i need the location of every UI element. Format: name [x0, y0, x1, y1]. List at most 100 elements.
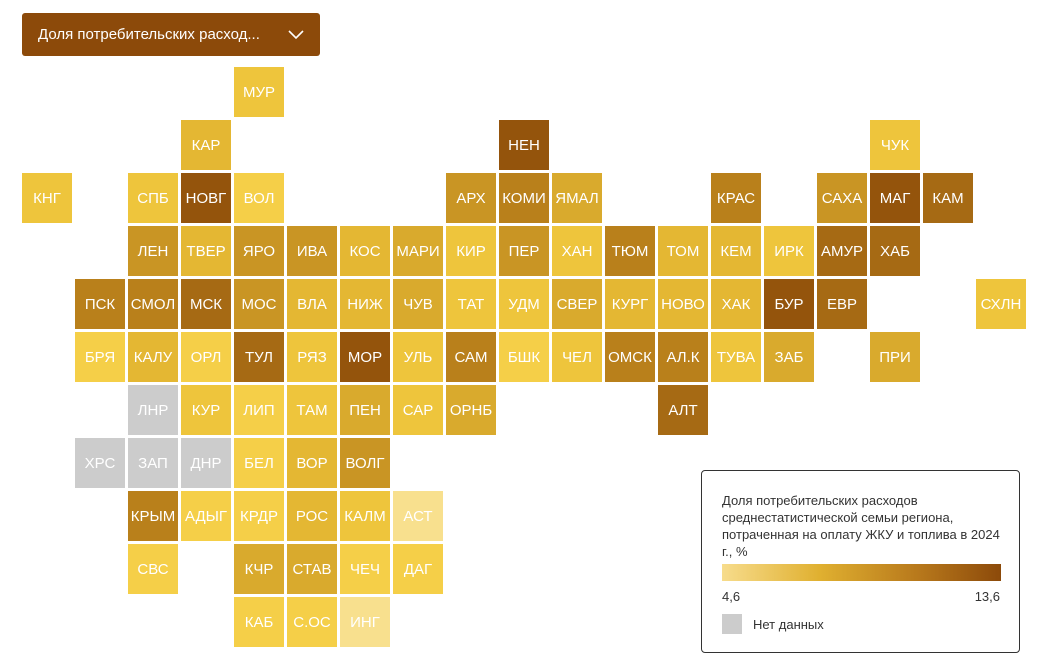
region-tile[interactable]: ВЛА [287, 279, 337, 329]
region-tile[interactable]: КИР [446, 226, 496, 276]
region-tile[interactable]: ПСК [75, 279, 125, 329]
region-tile[interactable]: КЕМ [711, 226, 761, 276]
region-tile[interactable]: ОРЛ [181, 332, 231, 382]
region-tile[interactable]: АЛТ [658, 385, 708, 435]
region-tile[interactable]: ЧЕЧ [340, 544, 390, 594]
legend: Доля потребительских расходов среднестат… [701, 470, 1020, 653]
region-tile[interactable]: УДМ [499, 279, 549, 329]
region-tile[interactable]: ЧЕЛ [552, 332, 602, 382]
region-tile[interactable]: АМУР [817, 226, 867, 276]
indicator-select[interactable]: Доля потребительских расход... [22, 13, 320, 56]
legend-title: Доля потребительских расходов среднестат… [722, 493, 1000, 559]
region-tile[interactable]: С.ОС [287, 597, 337, 647]
region-tile[interactable]: ВОР [287, 438, 337, 488]
region-tile[interactable]: УЛЬ [393, 332, 443, 382]
region-tile[interactable]: ЯРО [234, 226, 284, 276]
region-tile[interactable]: СВЕР [552, 279, 602, 329]
region-tile[interactable]: МАГ [870, 173, 920, 223]
region-tile[interactable]: РЯЗ [287, 332, 337, 382]
region-tile[interactable]: КАМ [923, 173, 973, 223]
region-tile[interactable]: КНГ [22, 173, 72, 223]
region-tile[interactable]: ПЕН [340, 385, 390, 435]
region-tile[interactable]: ЗАБ [764, 332, 814, 382]
region-tile[interactable]: БУР [764, 279, 814, 329]
region-tile[interactable]: САХА [817, 173, 867, 223]
region-tile[interactable]: ХАН [552, 226, 602, 276]
region-tile[interactable]: ДНР [181, 438, 231, 488]
region-tile[interactable]: ИВА [287, 226, 337, 276]
region-tile[interactable]: КУРГ [605, 279, 655, 329]
region-tile[interactable]: ПЕР [499, 226, 549, 276]
region-tile[interactable]: ТАМ [287, 385, 337, 435]
region-tile[interactable]: КРАС [711, 173, 761, 223]
region-tile[interactable]: ЛЕН [128, 226, 178, 276]
region-tile[interactable]: МАРИ [393, 226, 443, 276]
region-tile[interactable]: ЧУВ [393, 279, 443, 329]
legend-max-value: 13,6 [974, 589, 1000, 604]
region-tile[interactable]: ТВЕР [181, 226, 231, 276]
region-tile[interactable]: БРЯ [75, 332, 125, 382]
region-tile[interactable]: МОР [340, 332, 390, 382]
region-tile[interactable]: КОС [340, 226, 390, 276]
region-tile[interactable]: СВС [128, 544, 178, 594]
region-tile[interactable]: СПБ [128, 173, 178, 223]
region-tile[interactable]: ВОЛ [234, 173, 284, 223]
region-tile[interactable]: ОМСК [605, 332, 655, 382]
region-tile[interactable]: КРДР [234, 491, 284, 541]
region-tile[interactable]: ТОМ [658, 226, 708, 276]
region-tile[interactable]: АЛ.К [658, 332, 708, 382]
region-tile[interactable]: ТУЛ [234, 332, 284, 382]
region-tile[interactable]: КАР [181, 120, 231, 170]
indicator-select-label: Доля потребительских расход... [38, 26, 260, 43]
region-tile[interactable]: АСТ [393, 491, 443, 541]
region-tile[interactable]: КОМИ [499, 173, 549, 223]
region-tile[interactable]: БШК [499, 332, 549, 382]
chevron-down-icon [288, 27, 304, 43]
region-tile[interactable]: ДАГ [393, 544, 443, 594]
region-tile[interactable]: ОРНБ [446, 385, 496, 435]
region-tile[interactable]: НЕН [499, 120, 549, 170]
region-tile[interactable]: ТУВА [711, 332, 761, 382]
no-data-label: Нет данных [753, 617, 824, 632]
region-tile[interactable]: ИНГ [340, 597, 390, 647]
region-tile[interactable]: ХАБ [870, 226, 920, 276]
region-tile[interactable]: ТАТ [446, 279, 496, 329]
region-tile[interactable]: КЧР [234, 544, 284, 594]
region-tile[interactable]: ВОЛГ [340, 438, 390, 488]
region-tile[interactable]: НОВО [658, 279, 708, 329]
region-tile[interactable]: МОС [234, 279, 284, 329]
region-tile[interactable]: САМ [446, 332, 496, 382]
no-data-swatch [722, 614, 742, 634]
region-tile[interactable]: САР [393, 385, 443, 435]
region-tile[interactable]: АДЫГ [181, 491, 231, 541]
region-tile[interactable]: ХАК [711, 279, 761, 329]
region-tile[interactable]: ТЮМ [605, 226, 655, 276]
region-tile[interactable]: НИЖ [340, 279, 390, 329]
legend-min-value: 4,6 [722, 589, 741, 604]
region-tile[interactable]: СМОЛ [128, 279, 178, 329]
region-tile[interactable]: ХРС [75, 438, 125, 488]
region-tile[interactable]: СХЛН [976, 279, 1026, 329]
region-tile[interactable]: ЛНР [128, 385, 178, 435]
region-tile[interactable]: РОС [287, 491, 337, 541]
region-tile[interactable]: КАБ [234, 597, 284, 647]
region-tile[interactable]: МСК [181, 279, 231, 329]
region-tile[interactable]: ЧУК [870, 120, 920, 170]
region-tile[interactable]: ПРИ [870, 332, 920, 382]
region-tile[interactable]: ЛИП [234, 385, 284, 435]
region-tile[interactable]: КАЛМ [340, 491, 390, 541]
region-tile[interactable]: ИРК [764, 226, 814, 276]
region-tile[interactable]: ЕВР [817, 279, 867, 329]
region-tile[interactable]: НОВГ [181, 173, 231, 223]
region-tile[interactable]: СТАВ [287, 544, 337, 594]
region-tile[interactable]: КАЛУ [128, 332, 178, 382]
region-tile[interactable]: ЯМАЛ [552, 173, 602, 223]
region-tile[interactable]: МУР [234, 67, 284, 117]
region-tile[interactable]: ЗАП [128, 438, 178, 488]
region-tile[interactable]: БЕЛ [234, 438, 284, 488]
region-tile[interactable]: АРХ [446, 173, 496, 223]
region-tile[interactable]: КУР [181, 385, 231, 435]
region-tile[interactable]: КРЫМ [128, 491, 178, 541]
legend-color-scale [722, 564, 1001, 581]
